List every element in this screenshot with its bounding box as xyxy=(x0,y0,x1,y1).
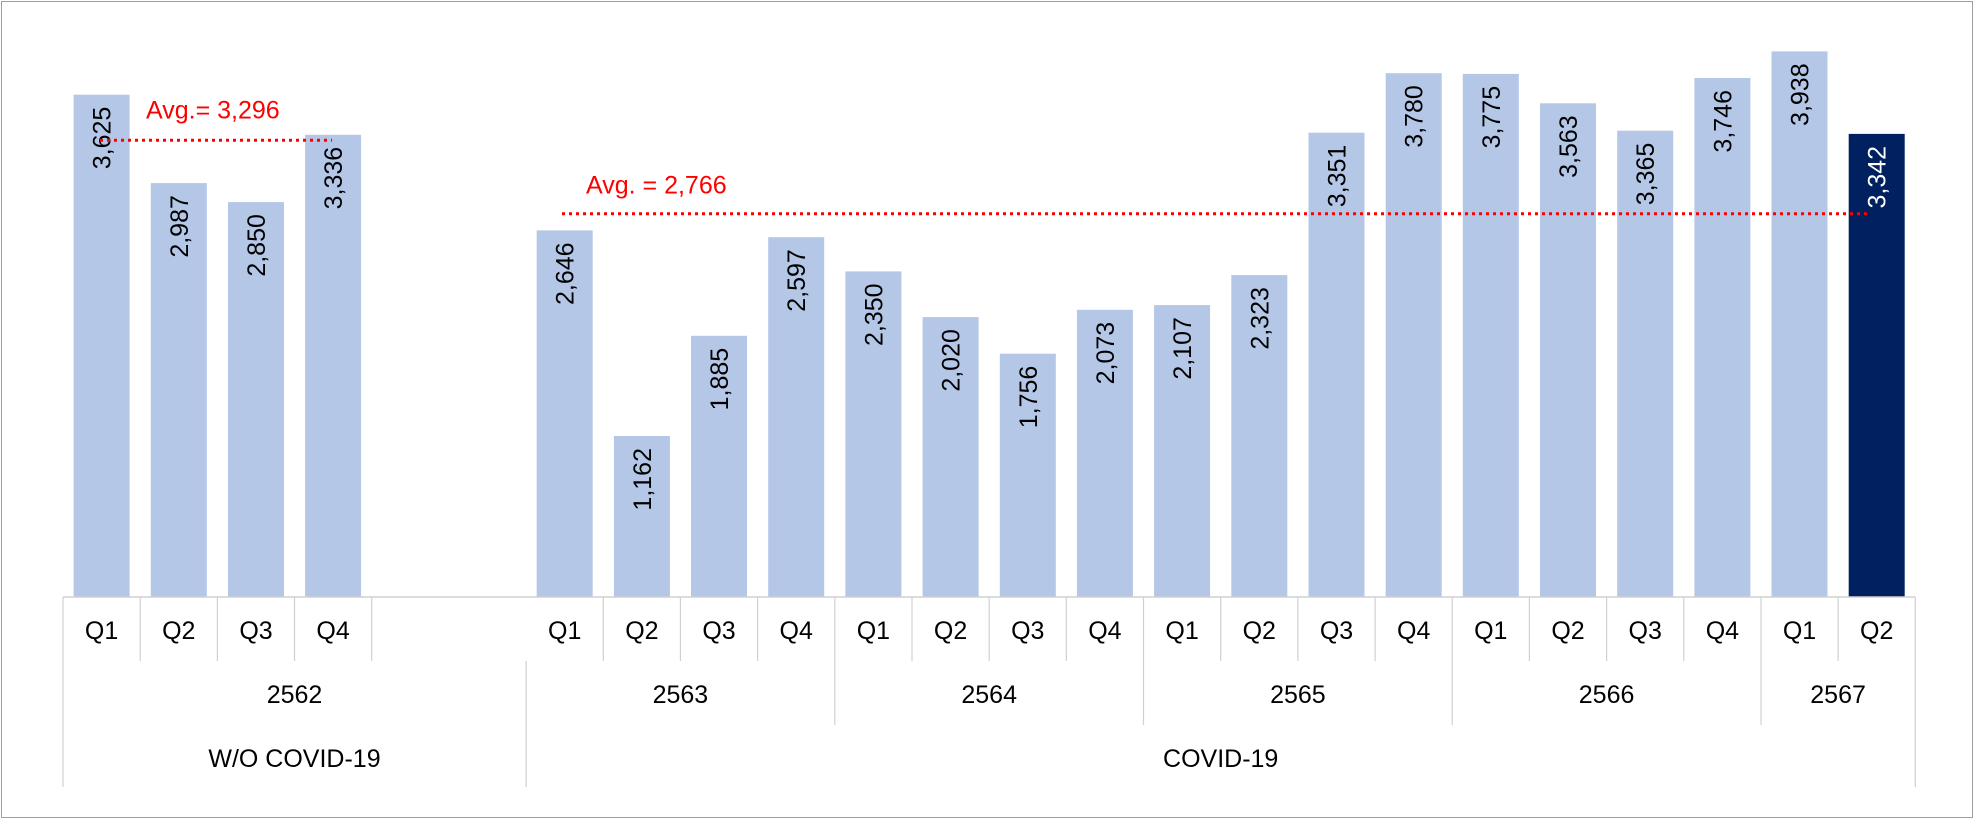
bar-2564-q3 xyxy=(999,353,1056,597)
bar-2562-q2 xyxy=(150,183,207,597)
quarter-label-2566-q2: Q2 xyxy=(1551,617,1584,645)
group-label-covid-19: COVID-19 xyxy=(1163,745,1278,773)
bar-2565-q1 xyxy=(1154,305,1211,597)
quarter-label-2564-q4: Q4 xyxy=(1088,617,1121,645)
average-lines-layer: Avg.= 3,296 Avg. = 2,766 xyxy=(100,96,1870,216)
bar-2566-q3 xyxy=(1617,130,1674,597)
bar-2564-q4 xyxy=(1076,309,1133,597)
value-label-2567-q2: 3,342 xyxy=(1864,146,1892,209)
bars-layer xyxy=(73,51,1905,598)
value-label-2563-q1: 2,646 xyxy=(552,242,580,305)
bar-2564-q1 xyxy=(845,271,902,597)
quarter-label-2562-q2: Q2 xyxy=(162,617,195,645)
value-label-2562-q3: 2,850 xyxy=(243,214,271,277)
quarter-label-2566-q3: Q3 xyxy=(1629,617,1662,645)
bar-2562-q4 xyxy=(305,134,362,598)
value-label-2567-q1: 3,938 xyxy=(1787,63,1815,126)
value-label-2563-q4: 2,597 xyxy=(783,249,811,312)
value-label-2564-q4: 2,073 xyxy=(1092,322,1120,385)
bar-2563-q4 xyxy=(768,237,825,597)
bar-2565-q3 xyxy=(1308,132,1365,597)
average-label-w-o-covid-19: Avg.= 3,296 xyxy=(146,96,280,124)
value-label-2562-q4: 3,336 xyxy=(320,147,348,210)
quarter-label-2564-q2: Q2 xyxy=(934,617,967,645)
bar-2563-q1 xyxy=(536,230,593,597)
year-label-2565: 2565 xyxy=(1270,681,1326,709)
bar-2562-q1 xyxy=(73,94,130,597)
year-label-2564: 2564 xyxy=(961,681,1017,709)
quarter-label-2563-q3: Q3 xyxy=(702,617,735,645)
value-label-2562-q1: 3,625 xyxy=(89,107,117,170)
year-label-2563: 2563 xyxy=(653,681,709,709)
value-label-2562-q2: 2,987 xyxy=(166,195,194,258)
quarter-label-2562-q3: Q3 xyxy=(239,617,272,645)
year-label-2566: 2566 xyxy=(1579,681,1635,709)
bar-2565-q4 xyxy=(1385,73,1442,597)
value-label-2563-q3: 1,885 xyxy=(706,348,734,411)
quarter-label-2565-q2: Q2 xyxy=(1243,617,1276,645)
bar-2567-q1 xyxy=(1771,51,1828,597)
axis-layer: Q1 Q2 Q3 Q4 Q1 Q2 Q3 Q4 Q1 Q2 Q3 Q4 Q1 Q2 Q3 Q4 Q1 Q2 Q3 Q4… xyxy=(62,596,1916,787)
value-label-2563-q2: 1,162 xyxy=(629,448,657,511)
value-label-2566-q1: 3,775 xyxy=(1478,86,1506,149)
value-labels-layer: 3,625 2,987 2,850 3,336 2,646 1,162 1,885 2,597… xyxy=(89,63,1892,510)
quarter-label-2565-q1: Q1 xyxy=(1165,617,1198,645)
bar-2566-q1 xyxy=(1462,73,1519,597)
year-label-2562: 2562 xyxy=(267,681,323,709)
quarter-label-2563-q2: Q2 xyxy=(625,617,658,645)
bar-2564-q2 xyxy=(922,317,979,597)
quarter-label-2566-q1: Q1 xyxy=(1474,617,1507,645)
value-label-2565-q2: 2,323 xyxy=(1246,287,1274,350)
average-label-covid-19: Avg. = 2,766 xyxy=(586,172,727,200)
value-label-2565-q1: 2,107 xyxy=(1169,317,1197,380)
quarter-label-2566-q4: Q4 xyxy=(1706,617,1739,645)
quarter-label-2562-q1: Q1 xyxy=(85,617,118,645)
quarter-label-2563-q4: Q4 xyxy=(780,617,813,645)
value-label-2565-q4: 3,780 xyxy=(1401,85,1429,148)
value-label-2564-q3: 1,756 xyxy=(1015,366,1043,429)
value-label-2565-q3: 3,351 xyxy=(1324,145,1352,208)
value-label-2566-q4: 3,746 xyxy=(1709,90,1737,153)
quarter-label-2567-q1: Q1 xyxy=(1783,617,1816,645)
year-label-2567: 2567 xyxy=(1810,681,1866,709)
bar-2563-q3 xyxy=(691,335,747,597)
value-label-2564-q2: 2,020 xyxy=(938,329,966,392)
bar-2562-q3 xyxy=(228,202,284,597)
quarter-label-2565-q4: Q4 xyxy=(1397,617,1430,645)
value-label-2566-q2: 3,563 xyxy=(1555,115,1583,178)
value-label-2566-q3: 3,365 xyxy=(1632,143,1660,206)
value-label-2564-q1: 2,350 xyxy=(860,283,888,346)
quarter-label-2563-q1: Q1 xyxy=(548,617,581,645)
quarter-label-2564-q1: Q1 xyxy=(857,617,890,645)
quarter-label-2564-q3: Q3 xyxy=(1011,617,1044,645)
bar-2566-q2 xyxy=(1540,103,1596,598)
group-label-w-o-covid-19: W/O COVID-19 xyxy=(208,745,380,773)
bar-2565-q2 xyxy=(1231,275,1288,597)
quarter-label-2562-q4: Q4 xyxy=(316,617,349,645)
bar-2566-q4 xyxy=(1694,78,1751,597)
bar-2567-q2 xyxy=(1848,133,1905,597)
bar-2563-q2 xyxy=(613,436,670,597)
quarter-label-2567-q2: Q2 xyxy=(1860,617,1893,645)
quarter-label-2565-q3: Q3 xyxy=(1320,617,1353,645)
